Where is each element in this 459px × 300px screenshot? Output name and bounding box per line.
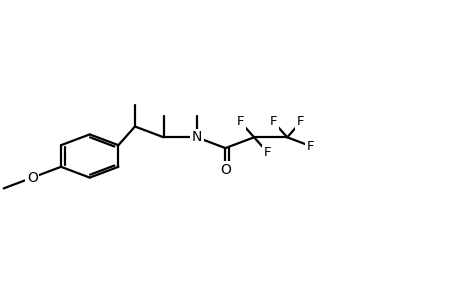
Text: N: N [191,130,202,144]
Text: F: F [263,146,271,159]
Text: F: F [236,116,244,128]
Text: F: F [269,116,277,128]
Text: O: O [219,163,230,177]
Text: O: O [27,171,38,184]
Text: F: F [306,140,314,153]
Text: F: F [297,116,304,128]
